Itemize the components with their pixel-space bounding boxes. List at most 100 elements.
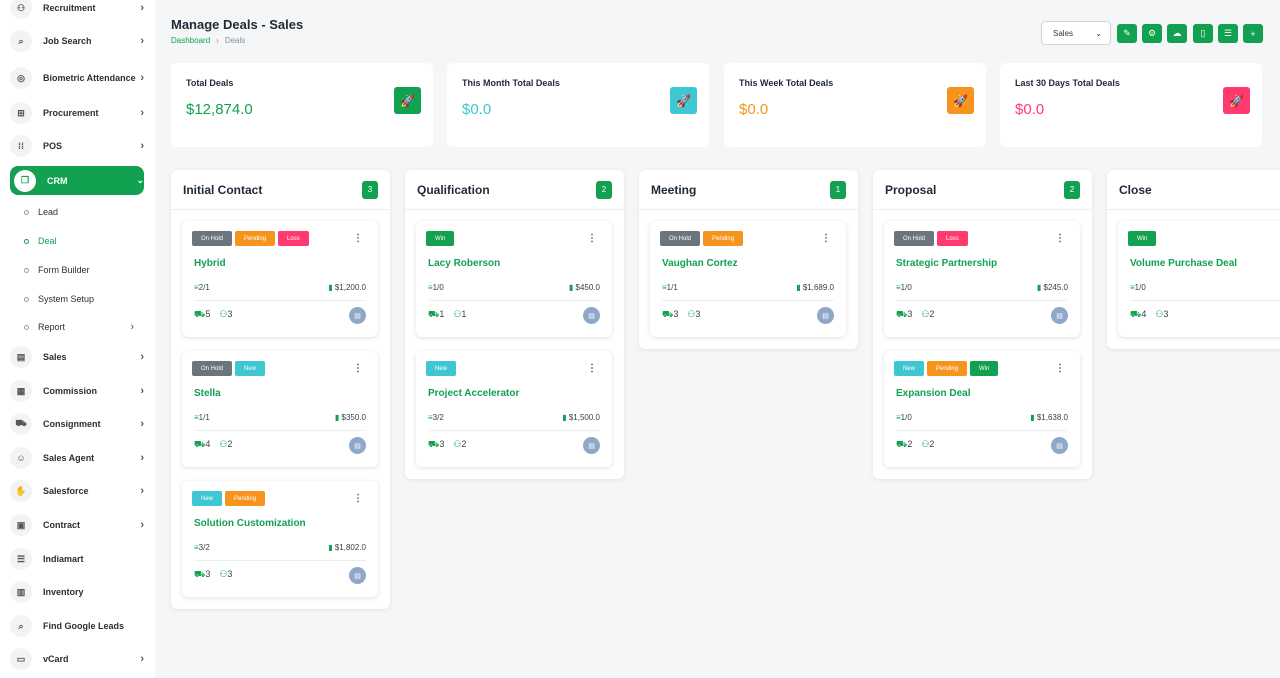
sidebar-item-commission[interactable]: ▦ Commission ›	[10, 378, 144, 404]
bullet-icon	[24, 296, 29, 302]
more-options-icon[interactable]: ⋮	[587, 233, 597, 244]
sidebar-item-pos[interactable]: ⁞⁞ POS ›	[10, 133, 144, 159]
sidebar-item-indiamart[interactable]: ☰ Indiamart	[10, 546, 144, 572]
sidebar-item-vcard[interactable]: ▭ vCard ›	[10, 646, 144, 672]
deal-footer: ⛟5 ⚇3	[194, 309, 232, 321]
status-badge-loss: Loss	[937, 231, 968, 246]
deal-card[interactable]: Win⋮Volume Purchase Deal≡1/0⛟4⚇3▤	[1118, 221, 1280, 337]
sidebar-item-job-search[interactable]: ⌕ Job Search ›	[10, 28, 144, 54]
status-badge-on-hold: On Hold	[894, 231, 935, 246]
chevron-right-icon: ›	[140, 140, 144, 152]
deal-card[interactable]: New Pending ⋮ Solution Customization ≡3/2 ▮ $…	[182, 481, 378, 597]
more-options-icon[interactable]: ⋮	[587, 363, 597, 374]
chevron-right-icon: ›	[140, 485, 144, 497]
products-value: 3	[907, 309, 913, 319]
tasks-icon: ≡	[1130, 283, 1135, 292]
avatar[interactable]: ▤	[1051, 307, 1068, 324]
sidebar-subitem-form-builder[interactable]: Form Builder	[24, 263, 144, 277]
deal-name[interactable]: Stella	[194, 388, 221, 399]
chevron-right-icon: ›	[140, 2, 144, 14]
users-value: 3	[227, 569, 233, 579]
pen-button[interactable]: ✎	[1117, 24, 1137, 43]
more-options-icon[interactable]: ⋮	[353, 493, 363, 504]
sidebar-item-contract[interactable]: ▣ Contract ›	[10, 512, 144, 538]
sidebar-subitem-label: Report	[38, 322, 66, 332]
card-divider	[428, 430, 600, 431]
stat-value: $0.0	[739, 101, 769, 118]
deal-name[interactable]: Project Accelerator	[428, 388, 520, 399]
deal-card[interactable]: On Hold Loss ⋮ Strategic Partnership ≡1/0 ▮ $…	[884, 221, 1080, 337]
plus-button[interactable]: +	[1243, 24, 1263, 43]
sidebar-item-salesforce[interactable]: ✋ Salesforce ›	[10, 478, 144, 504]
list-button[interactable]: ☰	[1218, 24, 1238, 43]
more-options-icon[interactable]: ⋮	[1055, 363, 1065, 374]
status-badge-new: New	[894, 361, 925, 376]
deal-name[interactable]: Volume Purchase Deal	[1130, 258, 1238, 269]
more-options-icon[interactable]: ⋮	[1055, 233, 1065, 244]
sidebar-subitem-system-setup[interactable]: System Setup	[24, 292, 144, 306]
status-badges: On Hold Loss	[894, 231, 968, 246]
sidebar-item-consignment[interactable]: ⛟ Consignment ›	[10, 411, 144, 437]
sidebar-subitem-deal[interactable]: Deal	[24, 234, 144, 248]
rocket-icon: 🚀	[670, 87, 697, 114]
sidebar-item-label: Sales	[43, 352, 67, 362]
avatar[interactable]: ▤	[349, 567, 366, 584]
sidebar-subitem-lead[interactable]: Lead	[24, 205, 144, 219]
avatar[interactable]: ▤	[1051, 437, 1068, 454]
deal-card[interactable]: On Hold New ⋮ Stella ≡1/1 ▮ $350.0 ⛟4 ⚇2 ▤	[182, 351, 378, 467]
tasks-count: ≡3/2	[194, 543, 210, 552]
avatar[interactable]: ▤	[583, 307, 600, 324]
tasks-value: 2/1	[198, 283, 210, 292]
card-divider	[194, 430, 366, 431]
more-options-icon[interactable]: ⋮	[353, 233, 363, 244]
contract-icon: ▣	[10, 514, 32, 536]
products-icon: ⛟	[896, 439, 908, 449]
deal-card[interactable]: On Hold Pending ⋮ Vaughan Cortez ≡1/1 ▮ $1,68…	[650, 221, 846, 337]
deal-card[interactable]: New Pending Win ⋮ Expansion Deal ≡1/0 ▮ $1,638…	[884, 351, 1080, 467]
sidebar-item-procurement[interactable]: ⊞ Procurement ›	[10, 100, 144, 126]
stage-count-badge: 2	[1064, 180, 1080, 199]
avatar[interactable]: ▤	[349, 307, 366, 324]
deal-name[interactable]: Expansion Deal	[896, 388, 971, 399]
deal-card[interactable]: On Hold Pending Loss ⋮ Hybrid ≡2/1 ▮ $1,200.0 ⛟…	[182, 221, 378, 337]
hubspot-button[interactable]: ⚙	[1142, 24, 1162, 43]
grid-icon: ⁞⁞	[10, 135, 32, 157]
deal-name[interactable]: Vaughan Cortez	[662, 258, 738, 269]
sidebar-item-biometric-attendance[interactable]: ◎ Biometric Attendance ›	[10, 65, 144, 91]
deal-footer: ⛟4 ⚇2	[194, 439, 232, 451]
sidebar-item-sales[interactable]: ▤ Sales ›	[10, 344, 144, 370]
deal-name[interactable]: Solution Customization	[194, 518, 306, 529]
sidebar-item-find-google-leads[interactable]: ⌕ Find Google Leads	[10, 613, 144, 639]
sidebar-item-recruitment[interactable]: ⚇ Recruitment ›	[10, 0, 144, 21]
more-options-icon[interactable]: ⋮	[353, 363, 363, 374]
users-value: 2	[929, 309, 935, 319]
avatar[interactable]: ▤	[583, 437, 600, 454]
deal-name[interactable]: Lacy Roberson	[428, 258, 501, 269]
pipeline-select[interactable]: Sales ⌄	[1041, 21, 1111, 45]
deal-amount: ▮ $350.0	[335, 413, 366, 422]
avatar[interactable]: ▤	[349, 437, 366, 454]
bullet-icon	[24, 324, 29, 330]
deal-amount-value: $450.0	[575, 283, 600, 292]
rocket-icon: 🚀	[947, 87, 974, 114]
card-divider	[194, 560, 366, 561]
deal-name[interactable]: Strategic Partnership	[896, 258, 998, 269]
sidebar-item-sales-agent[interactable]: ☺ Sales Agent ›	[10, 445, 144, 471]
stage-column-header: Close	[1107, 170, 1280, 210]
deal-card[interactable]: New ⋮ Project Accelerator ≡3/2 ▮ $1,500.0 ⛟3 ⚇…	[416, 351, 612, 467]
breadcrumb-dashboard-link[interactable]: Dashboard	[171, 36, 211, 45]
sidebar-item-crm[interactable]: ❐ CRM ⌄	[10, 166, 144, 195]
deal-name[interactable]: Hybrid	[194, 258, 226, 269]
deal-card[interactable]: Win ⋮ Lacy Roberson ≡1/0 ▮ $450.0 ⛟1 ⚇1 ▤	[416, 221, 612, 337]
sidebar-subitem-report[interactable]: Report ›	[24, 320, 144, 334]
cloud-button[interactable]: ☁	[1167, 24, 1187, 43]
avatar[interactable]: ▤	[817, 307, 834, 324]
status-badges: On Hold New	[192, 361, 266, 376]
calculator-icon: ▦	[10, 380, 32, 402]
file-button[interactable]: ▯	[1193, 24, 1213, 43]
more-options-icon[interactable]: ⋮	[821, 233, 831, 244]
sidebar-subitem-label: Deal	[38, 236, 57, 246]
products-value: 3	[439, 439, 445, 449]
sidebar-item-inventory[interactable]: ▥ Inventory	[10, 579, 144, 605]
